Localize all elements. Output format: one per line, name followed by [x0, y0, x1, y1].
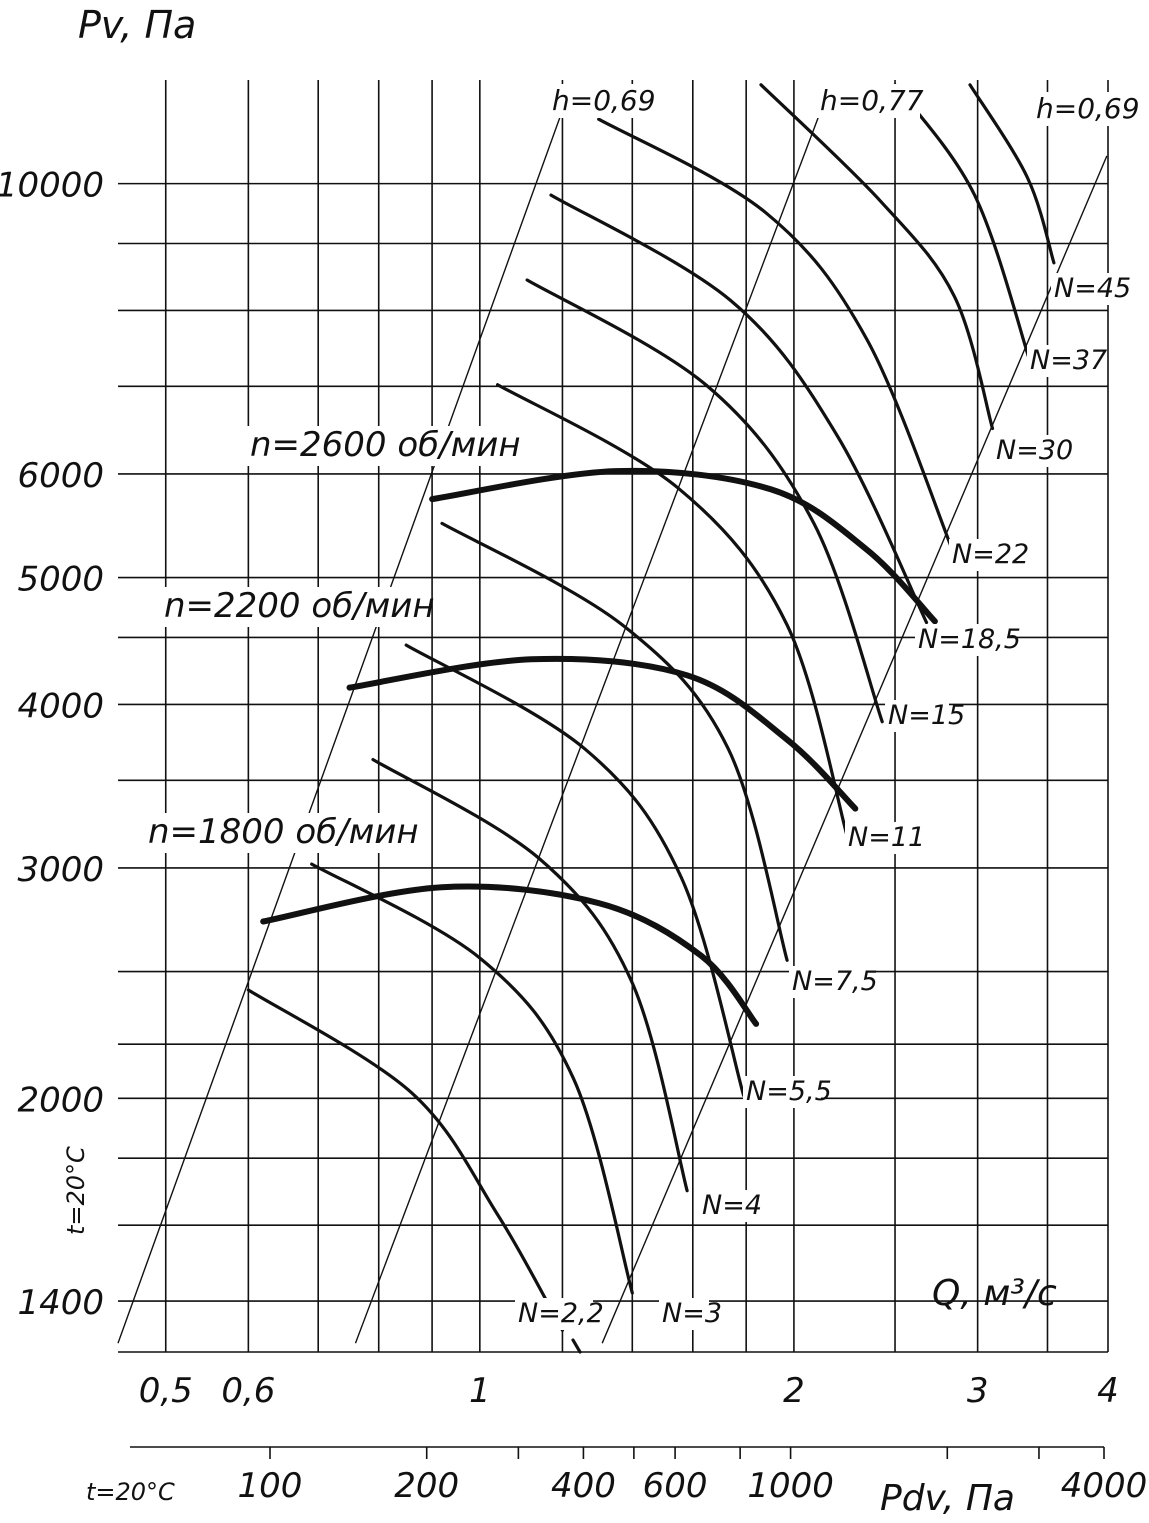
- y-tick-label: 2000: [17, 1080, 104, 1120]
- power-curve: [371, 758, 689, 1193]
- power-label: N=37: [1030, 345, 1107, 376]
- x2-tick-label: 600: [643, 1466, 708, 1506]
- power-curve-stub: [571, 1338, 582, 1354]
- x2-tick-label: 200: [394, 1466, 459, 1506]
- power-curve: [968, 83, 1056, 265]
- power-label: N=2,2: [518, 1298, 604, 1329]
- power-curve: [525, 278, 884, 724]
- power-label-bg: [789, 966, 867, 998]
- power-label-bg: [845, 822, 909, 854]
- power-curve: [310, 862, 634, 1295]
- power-label: N=3: [662, 1298, 722, 1329]
- y-tick-label: 5000: [17, 560, 104, 600]
- speed-curve: [346, 655, 859, 812]
- power-curve: [759, 83, 995, 431]
- power-label: N=11: [848, 822, 925, 853]
- power-label: N=18,5: [918, 624, 1021, 655]
- speed-label: n=2600 об/мин: [250, 425, 521, 465]
- speed-label-bg: [144, 813, 414, 853]
- power-curve: [597, 117, 955, 553]
- power-label: N=4: [702, 1190, 762, 1221]
- y-tick-label: 6000: [17, 456, 104, 496]
- efficiency-line: [117, 89, 571, 1344]
- power-curve: [404, 643, 746, 1098]
- power-label-bg: [743, 1076, 821, 1108]
- efficiency-label: h=0,69: [1036, 92, 1140, 125]
- power-label: N=22: [952, 539, 1029, 570]
- efficiency-label-bg: [1032, 92, 1136, 126]
- power-label-bg: [699, 1190, 749, 1222]
- x2-tick-label: 400: [551, 1466, 616, 1506]
- temperature-note-vertical: t=20°C: [62, 1146, 90, 1235]
- power-label: N=30: [996, 435, 1073, 466]
- axes: 1400 2000 3000 4000 5000 6000 10000 0,5 0,6 1 2 3 4 1…: [0, 166, 1147, 1506]
- efficiency-label-bg: [816, 84, 920, 118]
- power-label: N=5,5: [746, 1076, 832, 1107]
- power-label-bg: [515, 1298, 593, 1330]
- y-tick-label: 10000: [0, 166, 104, 206]
- efficiency-line: [354, 89, 830, 1344]
- power-curve: [549, 193, 929, 625]
- curve-labels: h=0,69 h=0,77 h=0,69 N=2,2 N=3 N=4 N=5,5 N=7,5 N…: [144, 84, 1140, 1330]
- speed-curves: [260, 467, 938, 1027]
- x-tick-label: 3: [967, 1371, 989, 1411]
- power-label: N=7,5: [792, 966, 878, 997]
- x2-axis-title: Pdv, Па: [880, 1478, 1015, 1519]
- speed-label-bg: [246, 426, 516, 466]
- efficiency-lines: [117, 89, 1108, 1344]
- speed-label: n=2200 об/мин: [164, 586, 435, 626]
- power-label-bg: [993, 435, 1057, 467]
- x-tick-label: 0,6: [221, 1371, 275, 1411]
- power-curve: [496, 383, 849, 839]
- power-curve: [440, 521, 789, 962]
- x-tick-label: 4: [1097, 1371, 1119, 1411]
- y-tick-label: 4000: [17, 686, 104, 726]
- power-curve: [246, 988, 564, 1332]
- efficiency-line: [601, 155, 1108, 1344]
- x-tick-label: 0,5: [139, 1371, 193, 1411]
- x2-tick-label: 1000: [747, 1466, 834, 1506]
- efficiency-label: h=0,69: [552, 84, 656, 117]
- power-label: N=15: [888, 700, 965, 731]
- x-tick-label: 2: [783, 1371, 805, 1411]
- speed-label-bg: [160, 587, 430, 627]
- x-tick-label: 1: [469, 1371, 491, 1411]
- power-label: N=45: [1054, 273, 1131, 304]
- speed-curve: [260, 883, 760, 1027]
- power-label-bg: [659, 1298, 709, 1330]
- temperature-note-bottom: t=20°C: [86, 1478, 175, 1506]
- power-label-bg: [1027, 345, 1091, 377]
- efficiency-label: h=0,77: [820, 84, 924, 117]
- x-axis-title: Q, м³/с: [932, 1273, 1057, 1314]
- speed-label: n=1800 об/мин: [148, 812, 419, 852]
- x2-tick-label: 100: [238, 1466, 303, 1506]
- power-curves: [246, 83, 1056, 1354]
- x2-tick-label: 4000: [1061, 1466, 1148, 1506]
- power-label-bg: [885, 700, 949, 732]
- power-label-bg: [1051, 273, 1115, 305]
- power-label-bg: [915, 624, 1007, 656]
- y-axis-title: Pv, Па: [78, 3, 196, 47]
- power-label-bg: [949, 539, 1013, 571]
- speed-curve: [429, 467, 938, 625]
- y-tick-label: 1400: [17, 1283, 104, 1323]
- efficiency-label-bg: [548, 84, 652, 118]
- y-tick-label: 3000: [17, 850, 104, 890]
- grid: [118, 80, 1109, 1353]
